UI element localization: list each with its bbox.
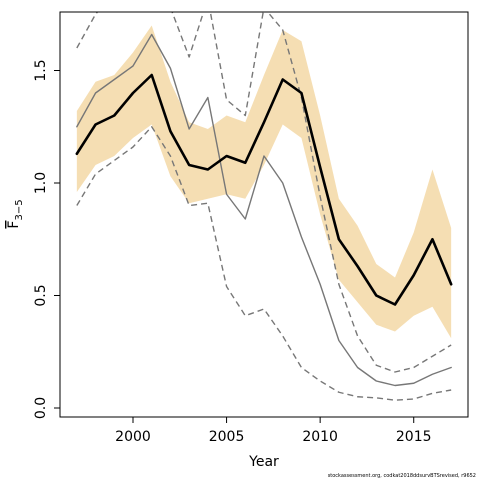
- y-axis-title-main: F: [6, 221, 22, 229]
- footer-note: stockassessment.org, codkat2018ddsurvBTS…: [328, 473, 476, 479]
- x-tick-label: 2010: [302, 429, 338, 445]
- y-axis-title-sub: 3−5: [14, 199, 25, 220]
- confidence-band: [77, 26, 451, 339]
- y-tick-label: 1.5: [33, 59, 49, 81]
- y-tick-label: 0.0: [33, 397, 49, 419]
- x-axis-title: Year: [248, 454, 279, 470]
- x-axis: 2000 2005 2010 2015: [115, 417, 431, 445]
- y-tick-label: 0.5: [33, 284, 49, 306]
- series-line-comparison-lower: [77, 127, 451, 400]
- plot-area: [77, 0, 451, 400]
- y-axis: 0.0 0.5 1.0 1.5: [33, 59, 60, 419]
- y-tick-label: 1.0: [33, 172, 49, 194]
- x-tick-label: 2015: [396, 429, 432, 445]
- x-tick-label: 2000: [115, 429, 151, 445]
- x-tick-label: 2005: [209, 429, 245, 445]
- y-axis-title: F3−5: [6, 199, 25, 228]
- svg-text:F3−5: F3−5: [6, 199, 25, 228]
